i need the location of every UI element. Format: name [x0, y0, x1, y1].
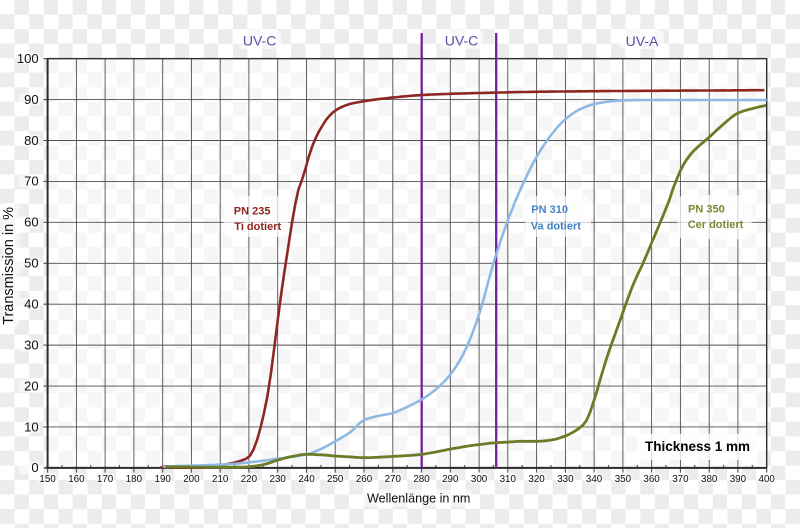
- svg-text:20: 20: [24, 378, 38, 393]
- svg-text:250: 250: [327, 474, 344, 485]
- svg-text:PN 310: PN 310: [531, 204, 568, 216]
- svg-text:340: 340: [586, 474, 603, 485]
- svg-text:240: 240: [298, 474, 315, 485]
- svg-text:280: 280: [413, 474, 430, 485]
- svg-text:180: 180: [126, 474, 143, 485]
- svg-text:PN 350: PN 350: [688, 204, 725, 216]
- svg-text:Transmission in %: Transmission in %: [1, 207, 17, 325]
- svg-text:Thickness 1 mm: Thickness 1 mm: [645, 439, 750, 454]
- svg-text:360: 360: [643, 474, 660, 485]
- svg-text:160: 160: [68, 474, 85, 485]
- svg-text:Va dotiert: Va dotiert: [531, 221, 581, 233]
- svg-text:200: 200: [183, 474, 200, 485]
- svg-text:Cer dotiert: Cer dotiert: [688, 219, 744, 231]
- svg-text:390: 390: [730, 474, 747, 485]
- svg-text:100: 100: [17, 51, 39, 66]
- svg-text:310: 310: [500, 474, 517, 485]
- svg-text:UV-C: UV-C: [243, 32, 276, 48]
- svg-text:370: 370: [672, 474, 689, 485]
- svg-text:Ti dotiert: Ti dotiert: [234, 221, 281, 233]
- svg-text:270: 270: [385, 474, 402, 485]
- svg-text:Wellenlänge in nm: Wellenlänge in nm: [367, 492, 470, 506]
- svg-text:UV-A: UV-A: [626, 33, 659, 49]
- svg-text:40: 40: [24, 297, 38, 312]
- svg-text:50: 50: [24, 256, 38, 271]
- svg-text:300: 300: [471, 474, 488, 485]
- svg-text:260: 260: [356, 474, 373, 485]
- svg-text:330: 330: [557, 474, 574, 485]
- svg-text:230: 230: [270, 474, 287, 485]
- svg-text:PN 235: PN 235: [234, 206, 271, 218]
- svg-text:220: 220: [241, 474, 258, 485]
- svg-text:UV-C: UV-C: [445, 32, 478, 48]
- svg-text:10: 10: [24, 419, 38, 434]
- svg-text:400: 400: [759, 474, 776, 485]
- svg-text:150: 150: [39, 474, 56, 485]
- svg-text:170: 170: [97, 474, 114, 485]
- svg-text:60: 60: [24, 215, 38, 230]
- svg-text:290: 290: [442, 474, 459, 485]
- svg-text:320: 320: [528, 474, 545, 485]
- svg-text:350: 350: [615, 474, 632, 485]
- svg-text:0: 0: [31, 460, 38, 475]
- svg-text:30: 30: [24, 337, 38, 352]
- svg-text:190: 190: [155, 474, 172, 485]
- svg-text:380: 380: [701, 474, 718, 485]
- svg-text:80: 80: [24, 133, 38, 148]
- svg-text:210: 210: [212, 474, 229, 485]
- svg-text:70: 70: [24, 174, 38, 189]
- svg-text:90: 90: [24, 92, 38, 107]
